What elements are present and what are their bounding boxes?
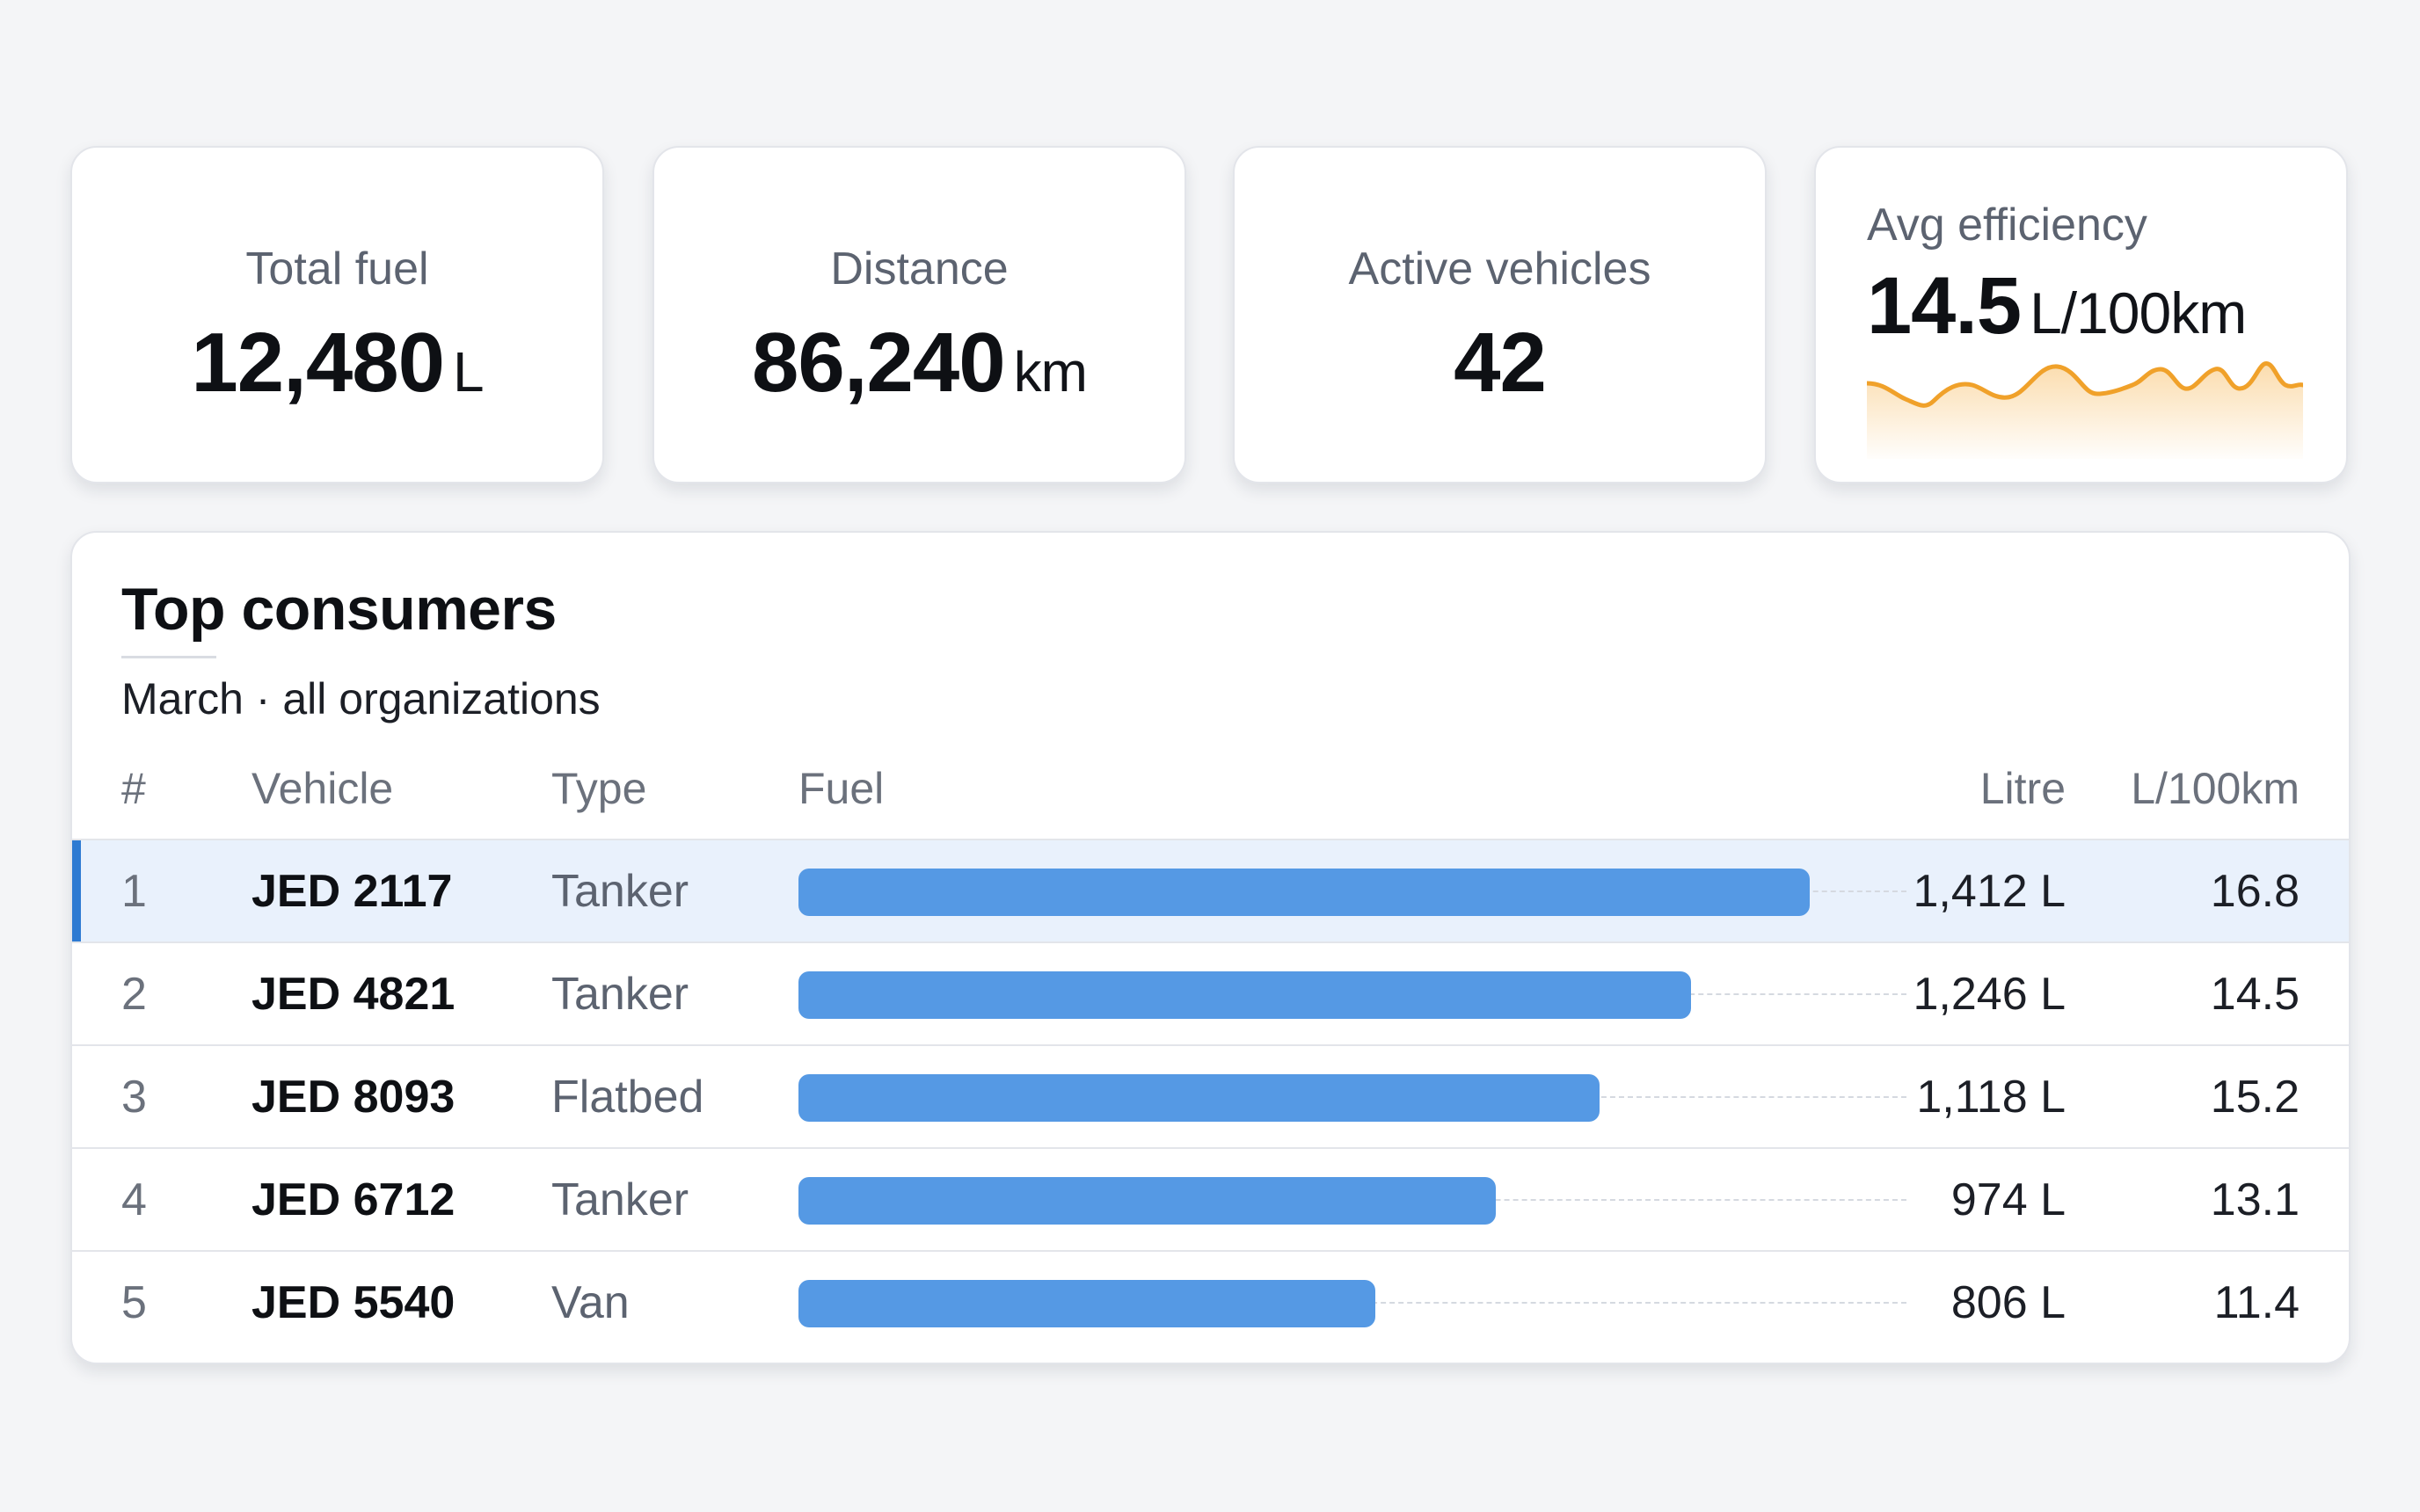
row-efficiency: 14.5 [2210, 969, 2300, 1020]
row-type: Van [551, 1277, 630, 1328]
row-litre: 974 L [1950, 1174, 2066, 1225]
row-rank: 2 [121, 969, 147, 1020]
table-row[interactable]: 5 JED 5540 Van 806 L 11.4 [72, 1252, 2349, 1355]
row-efficiency: 11.4 [2213, 1277, 2300, 1328]
row-vehicle: JED 2117 [251, 866, 453, 917]
table-row[interactable]: 1 JED 2117 Tanker 1,412 L 16.8 [72, 840, 2349, 943]
kpi-label: Distance [830, 244, 1009, 294]
row-rank: 5 [121, 1277, 147, 1328]
row-vehicle: JED 8093 [251, 1072, 456, 1123]
kpi-number: 86,240 [752, 316, 1006, 410]
row-type: Flatbed [551, 1072, 704, 1123]
row-efficiency: 15.2 [2210, 1072, 2300, 1123]
kpi-label: Total fuel [245, 244, 429, 294]
row-efficiency: 13.1 [2210, 1174, 2300, 1225]
row-type: Tanker [551, 969, 689, 1020]
column-header-vehicle[interactable]: Vehicle [251, 764, 394, 813]
row-rank: 3 [121, 1072, 147, 1123]
row-vehicle: JED 5540 [251, 1277, 456, 1328]
kpi-card-active-vehicles: Active vehicles 42 [1233, 146, 1767, 483]
kpi-label: Active vehicles [1348, 244, 1651, 294]
title-underline [121, 656, 216, 658]
sparkline-area [1867, 363, 2303, 459]
row-litre: 1,118 L [1916, 1072, 2066, 1123]
column-header-litre[interactable]: Litre [1979, 764, 2066, 813]
kpi-unit: km [1013, 340, 1088, 403]
row-litre: 1,246 L [1913, 969, 2066, 1020]
kpi-unit: L [453, 340, 485, 403]
row-efficiency: 16.8 [2210, 866, 2300, 917]
kpi-card-total-fuel: Total fuel 12,480 L [70, 146, 604, 483]
kpi-number: 12,480 [191, 316, 445, 410]
table-row[interactable]: 3 JED 8093 Flatbed 1,118 L 15.2 [72, 1046, 2349, 1149]
table-row[interactable]: 2 JED 4821 Tanker 1,246 L 14.5 [72, 943, 2349, 1046]
column-header-eff[interactable]: L/100km [2131, 764, 2300, 813]
kpi-value: 42 [1235, 315, 1765, 411]
row-rank: 4 [121, 1174, 147, 1225]
row-litre: 1,412 L [1913, 866, 2066, 917]
kpi-number: 14.5 [1867, 261, 2022, 351]
kpi-card-avg-efficiency: Avg efficiency 14.5 L/100km [1814, 146, 2348, 483]
efficiency-sparkline [1867, 361, 2303, 459]
kpi-value: 12,480 L [72, 315, 602, 411]
panel-subtitle: March · all organizations [121, 674, 601, 723]
fuel-bar [798, 869, 1810, 916]
fuel-bar [798, 1074, 1600, 1122]
panel-title: Top consumers [121, 576, 557, 643]
kpi-card-distance: Distance 86,240 km [652, 146, 1186, 483]
column-header-fuel[interactable]: Fuel [798, 764, 885, 813]
row-type: Tanker [551, 866, 689, 917]
row-vehicle: JED 4821 [251, 969, 456, 1020]
kpi-number: 42 [1454, 316, 1547, 410]
header-divider [72, 839, 2349, 840]
column-header-rank[interactable]: # [121, 764, 146, 813]
sparkline-line [1867, 361, 2303, 408]
fuel-bar [798, 1280, 1375, 1327]
top-consumers-panel: Top consumers March · all organizations … [70, 531, 2351, 1364]
kpi-value: 14.5 L/100km [1867, 260, 2346, 353]
kpi-label: Avg efficiency [1867, 200, 2147, 251]
table-row[interactable]: 4 JED 6712 Tanker 974 L 13.1 [72, 1149, 2349, 1252]
kpi-value: 86,240 km [654, 315, 1184, 411]
fuel-bar [798, 1177, 1496, 1225]
table-header: # Vehicle Type Fuel Litre L/100km [72, 763, 2349, 842]
column-header-type[interactable]: Type [551, 764, 647, 813]
row-vehicle: JED 6712 [251, 1174, 456, 1225]
row-litre: 806 L [1950, 1277, 2066, 1328]
fuel-bar [798, 971, 1691, 1019]
row-type: Tanker [551, 1174, 689, 1225]
row-rank: 1 [121, 866, 147, 917]
kpi-unit: L/100km [2030, 280, 2247, 345]
